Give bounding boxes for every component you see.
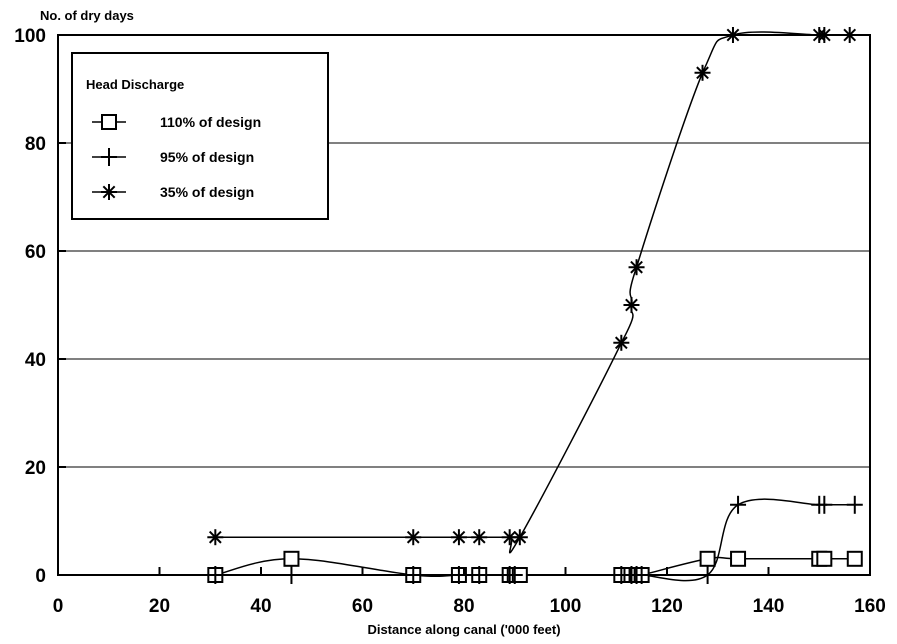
data-point-plus: [816, 495, 833, 514]
x-tick-label: 100: [550, 596, 582, 617]
data-point-asterisk: [724, 27, 741, 43]
data-point-asterisk: [623, 297, 640, 313]
x-axis-title: Distance along canal ('000 feet): [367, 622, 560, 637]
x-tick-label: 140: [753, 596, 785, 617]
data-point-asterisk: [628, 259, 645, 276]
y-axis: 0 20 40 60 80 100: [14, 26, 66, 587]
data-point-plus: [283, 566, 300, 584]
data-point-asterisk: [613, 334, 630, 351]
legend-marker-square: [101, 114, 117, 130]
x-axis: 0 20 40 60 80 100 120 140 160: [53, 567, 886, 617]
y-tick-label: 0: [35, 566, 46, 587]
data-point-square: [283, 550, 300, 567]
y-tick-label: 20: [25, 458, 46, 479]
legend-title: Head Discharge: [86, 77, 184, 92]
legend-marker-asterisk: [101, 184, 117, 200]
data-point-plus: [207, 566, 224, 584]
y-tick-label: 40: [25, 350, 46, 371]
data-point-asterisk: [450, 529, 467, 546]
data-point-square: [730, 550, 747, 567]
data-point-plus: [405, 566, 422, 584]
y-axis-title: No. of dry days: [40, 8, 134, 23]
data-point-square: [699, 550, 716, 567]
legend-label: 35% of design: [160, 184, 254, 200]
data-point-square: [816, 550, 833, 567]
data-point-asterisk: [694, 64, 711, 81]
x-tick-label: 160: [854, 596, 886, 617]
x-tick-label: 40: [250, 596, 271, 617]
data-point-plus: [633, 566, 650, 584]
y-tick-label: 80: [25, 134, 46, 155]
x-tick-label: 60: [352, 596, 373, 617]
data-point-plus: [506, 566, 523, 584]
legend-marker-plus: [101, 148, 117, 166]
data-point-asterisk: [816, 27, 833, 43]
x-tick-label: 20: [149, 596, 170, 617]
data-point-asterisk: [501, 529, 518, 546]
data-point-asterisk: [405, 529, 422, 546]
data-point-plus: [699, 566, 716, 584]
legend-label: 110% of design: [160, 114, 261, 130]
series-markers: [207, 27, 863, 584]
y-tick-label: 60: [25, 242, 46, 263]
legend-label: 95% of design: [160, 149, 254, 165]
data-point-asterisk: [841, 27, 858, 43]
data-point-asterisk: [511, 529, 528, 546]
data-point-square: [846, 550, 863, 567]
legend-items: 110% of design 95% of design 35% of design: [92, 114, 261, 200]
data-point-plus: [730, 495, 747, 514]
gridlines: [58, 142, 870, 468]
data-point-plus: [471, 566, 488, 584]
legend: Head Discharge 110% of design 95% of desi…: [71, 52, 329, 220]
data-point-plus: [846, 495, 863, 514]
x-tick-label: 80: [453, 596, 474, 617]
data-point-asterisk: [207, 529, 224, 546]
x-tick-label: 0: [53, 596, 64, 617]
data-point-asterisk: [471, 529, 488, 546]
y-tick-label: 100: [14, 26, 46, 47]
x-tick-label: 120: [651, 596, 683, 617]
